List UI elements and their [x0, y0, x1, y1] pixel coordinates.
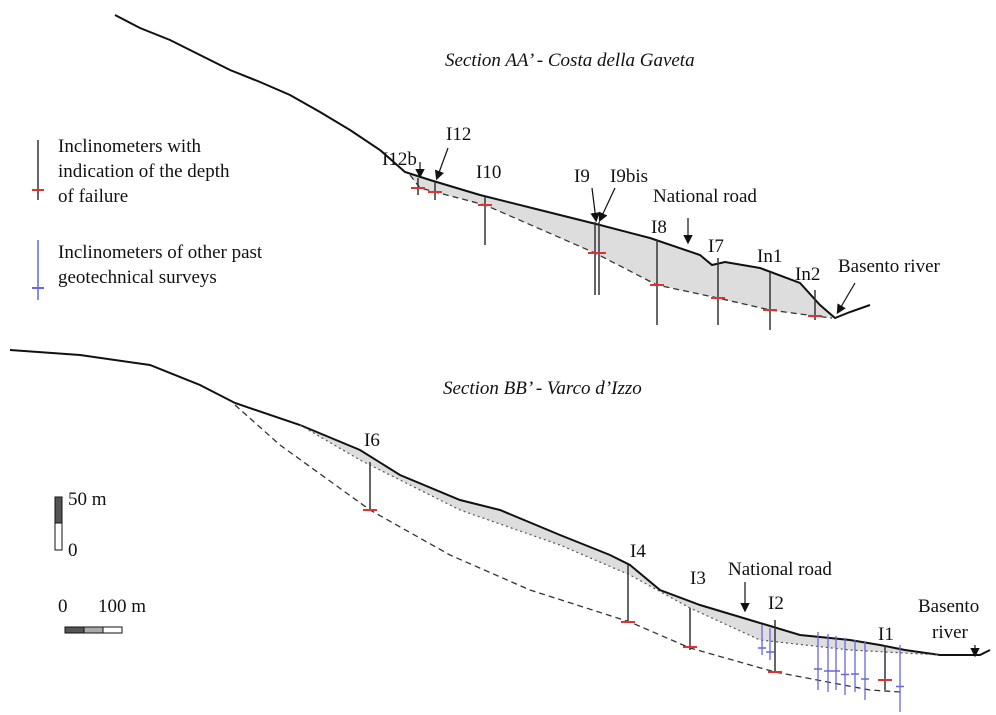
inclinometer-label: I1: [878, 624, 894, 645]
legend-icon: [32, 140, 44, 300]
section-title: Section AA’ - Costa della Gaveta: [445, 50, 695, 71]
road-label: National road: [728, 559, 832, 580]
inclinometer-label: I12: [446, 124, 471, 145]
pointer-arrow: [838, 283, 855, 312]
inclinometer-label: In2: [795, 264, 820, 285]
inclinometer-label: I4: [630, 541, 646, 562]
inclinometer-label: I12b: [382, 149, 417, 170]
inclinometer-label: I3: [690, 568, 706, 589]
scale-label: 100 m: [98, 596, 146, 617]
scale-label: 0: [58, 596, 68, 617]
legend-label: indication of the depth: [58, 161, 230, 182]
pointer-arrow: [437, 148, 448, 178]
river-label: river: [932, 622, 969, 643]
slip-surface: [300, 425, 940, 655]
road-label: National road: [653, 186, 757, 207]
inclinometer-label: I2: [768, 593, 784, 614]
legend-label: geotechnical surveys: [58, 267, 217, 288]
pointer-arrow: [600, 188, 615, 220]
inclinometer-label: I8: [651, 217, 667, 238]
pointer-arrow: [592, 188, 596, 220]
landslide-body: [300, 425, 940, 655]
inclinometer-label: I10: [476, 162, 501, 183]
scale-label: 0: [68, 540, 78, 561]
inclinometer-label: I7: [708, 236, 724, 257]
section-title: Section BB’ - Varco d’Izzo: [443, 378, 642, 399]
river-label: Basento: [918, 596, 979, 617]
scale-label: 50 m: [68, 489, 107, 510]
river-label: Basento river: [838, 256, 941, 277]
inclinometer-label: I6: [364, 430, 380, 451]
legend-label: Inclinometers with: [58, 136, 201, 157]
inclinometer-label: I9: [574, 166, 590, 187]
figure: 50 m 0 0 100 m I12b I12I10 I9 I9bis I8 I7 In1 I…: [0, 0, 996, 715]
legend-label: Inclinometers of other past: [58, 242, 263, 263]
inclinometer-label: In1: [757, 246, 782, 267]
legend-label: of failure: [58, 186, 128, 207]
inclinometer-label: I9bis: [610, 166, 648, 187]
